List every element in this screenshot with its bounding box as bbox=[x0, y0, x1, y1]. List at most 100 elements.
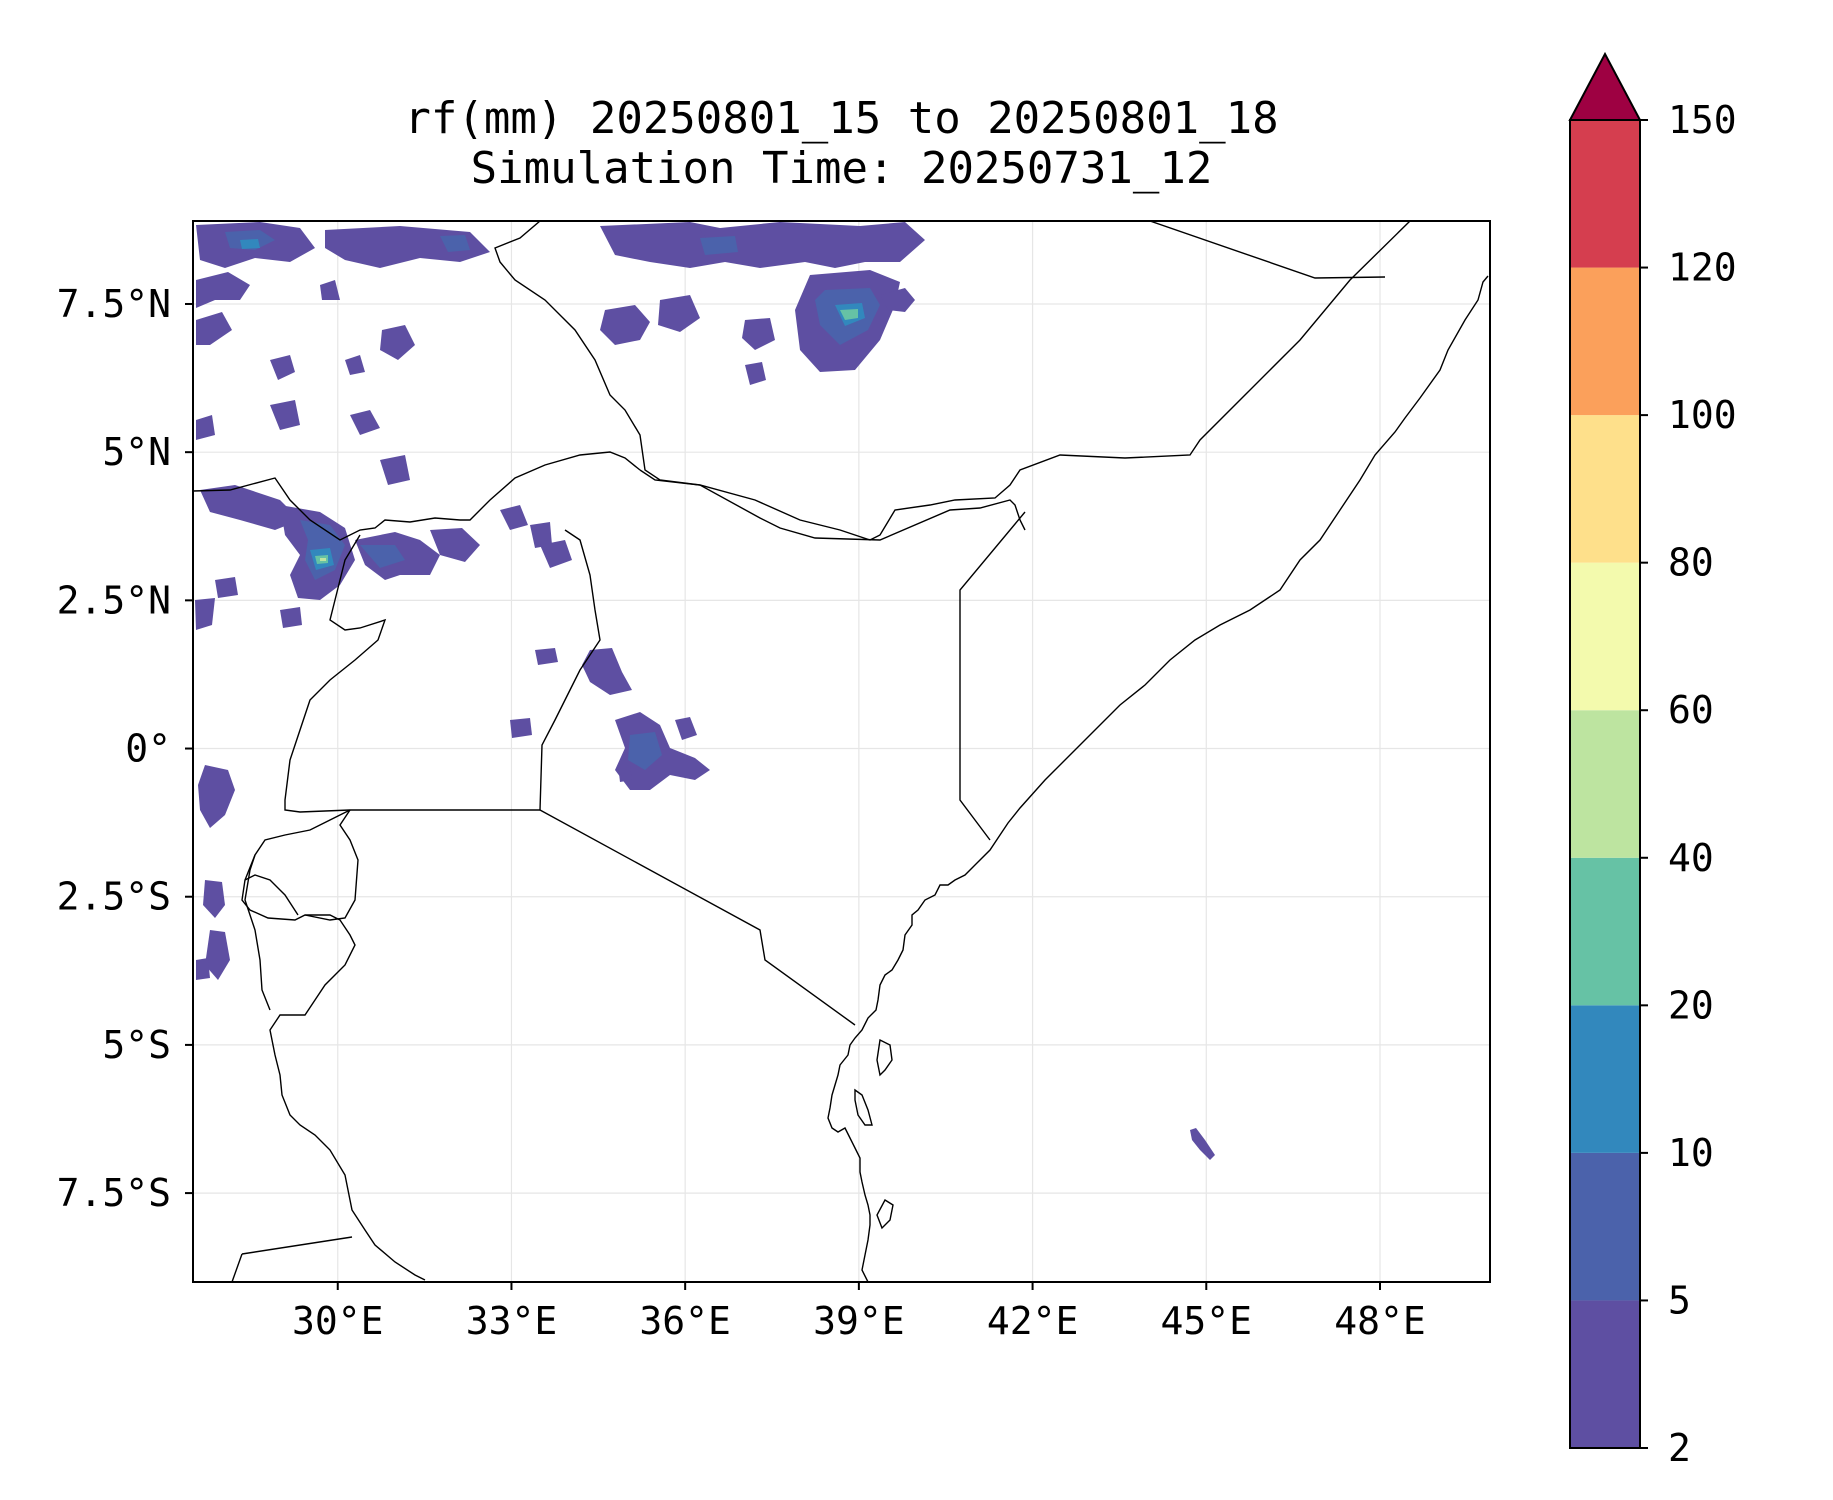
rain-patch bbox=[628, 732, 662, 770]
rain-patch bbox=[320, 280, 340, 300]
colorbar-tick-label: 60 bbox=[1668, 688, 1714, 732]
lon-tick-label: 36°E bbox=[639, 1299, 731, 1343]
rain-patch bbox=[270, 355, 295, 380]
rain-patch bbox=[430, 528, 480, 562]
rain-patch bbox=[742, 318, 775, 350]
rain-patch bbox=[582, 648, 632, 695]
rain-patch bbox=[510, 718, 532, 738]
map-title: rf(mm) 20250801_15 to 20250801_18 Simula… bbox=[193, 94, 1490, 194]
drc-west-border bbox=[244, 854, 271, 1011]
rain-patch bbox=[600, 305, 650, 345]
rain-patch bbox=[270, 400, 300, 430]
lat-tick-label: 5°S bbox=[102, 1023, 171, 1067]
colorbar-tick-label: 80 bbox=[1668, 541, 1714, 585]
lon-tick-label: 30°E bbox=[292, 1299, 384, 1343]
lat-tick-label: 7.5°N bbox=[57, 282, 171, 326]
rain-patch bbox=[195, 598, 215, 630]
colorbar-tick-label: 40 bbox=[1668, 836, 1714, 880]
colorbar-bin bbox=[1570, 562, 1640, 711]
colorbar-bin bbox=[1570, 267, 1640, 416]
rain-patch bbox=[200, 485, 300, 530]
title-line-1: rf(mm) 20250801_15 to 20250801_18 bbox=[404, 93, 1279, 144]
rain-patch bbox=[840, 309, 858, 320]
tanzania-south-edge bbox=[231, 1253, 243, 1282]
colorbar-frame bbox=[1569, 119, 1641, 1449]
ethiopia-kenya-border bbox=[639, 469, 1026, 541]
rainfall-contours-40-60mm bbox=[320, 558, 326, 561]
rain-patch bbox=[1190, 1128, 1215, 1160]
kenya-somalia-border bbox=[959, 511, 1026, 841]
somalia-coast bbox=[827, 275, 1489, 1282]
eritrea-ethiopia-border bbox=[1149, 221, 1386, 279]
rain-patch bbox=[535, 648, 558, 665]
rain-patch bbox=[745, 362, 766, 385]
zanzibar-island bbox=[854, 1088, 873, 1126]
south-sudan-uganda-border bbox=[193, 451, 641, 541]
lon-tick-label: 39°E bbox=[813, 1299, 905, 1343]
colorbar-bin bbox=[1570, 415, 1640, 563]
rain-patch bbox=[345, 355, 365, 375]
rain-patch bbox=[205, 930, 230, 980]
colorbar-bin bbox=[1570, 120, 1640, 268]
rain-patch bbox=[700, 222, 925, 268]
rain-patch bbox=[320, 558, 326, 561]
mafia-island bbox=[876, 1199, 894, 1230]
lon-tick-label: 33°E bbox=[466, 1299, 558, 1343]
tanzania-zambia-border bbox=[241, 1236, 353, 1255]
rainfall-contours-5-10mm bbox=[225, 230, 880, 770]
rain-patch bbox=[196, 272, 250, 308]
rain-patch bbox=[215, 577, 238, 598]
title-line-2: Simulation Time: 20250731_12 bbox=[470, 143, 1213, 194]
lake-victoria-west-shore bbox=[241, 809, 426, 1281]
colorbar-bin bbox=[1570, 1005, 1640, 1153]
rain-patch bbox=[196, 415, 215, 440]
rain-patch bbox=[615, 712, 710, 790]
rain-patch bbox=[380, 455, 410, 485]
rain-patch bbox=[500, 505, 528, 530]
uganda-kenya-border bbox=[539, 529, 601, 811]
rainfall-field bbox=[193, 221, 1489, 1282]
colorbar-tick-label: 2 bbox=[1668, 1426, 1691, 1470]
map-frame bbox=[192, 220, 1491, 1283]
rain-patch bbox=[350, 410, 380, 435]
lake-victoria-south-shore bbox=[244, 809, 359, 921]
colorbar-tick-label: 100 bbox=[1668, 393, 1737, 437]
latitude-axis: 7.5°N 5°N 2.5°N 0° 2.5°S 5°S 7.5°S bbox=[57, 282, 193, 1215]
lon-tick-label: 45°E bbox=[1161, 1299, 1253, 1343]
rain-patch bbox=[198, 765, 235, 828]
rain-patch bbox=[240, 239, 260, 249]
colorbar-tick-label: 10 bbox=[1668, 1131, 1714, 1175]
colorbar-bin bbox=[1570, 1300, 1640, 1448]
country-borders bbox=[193, 221, 1489, 1282]
rain-patch bbox=[540, 540, 572, 568]
colorbar-bin bbox=[1570, 1152, 1640, 1301]
kenya-tanzania-border bbox=[539, 809, 856, 1026]
rainfall-contours-2-5mm bbox=[195, 222, 1215, 1160]
rain-patch bbox=[658, 295, 700, 332]
colorbar-extend-max-triangle bbox=[1568, 51, 1642, 121]
rain-patch bbox=[203, 880, 225, 918]
lon-tick-label: 42°E bbox=[987, 1299, 1079, 1343]
rain-patch bbox=[700, 236, 738, 255]
rain-patch bbox=[280, 607, 302, 628]
colorbar-tick-label: 20 bbox=[1668, 983, 1714, 1027]
lat-tick-label: 2.5°S bbox=[57, 875, 171, 919]
colorbar-bin bbox=[1570, 710, 1640, 858]
lon-tick-label: 48°E bbox=[1334, 1299, 1426, 1343]
colorbar-tick-label: 150 bbox=[1668, 98, 1737, 142]
rain-patch bbox=[675, 717, 697, 740]
pemba-island bbox=[876, 1038, 893, 1077]
lat-tick-label: 5°N bbox=[102, 430, 171, 474]
map-gridlines bbox=[193, 221, 1490, 1282]
rain-patch bbox=[440, 235, 470, 252]
rain-patch bbox=[196, 958, 210, 980]
lat-tick-label: 7.5°S bbox=[57, 1171, 171, 1215]
rain-patch bbox=[530, 522, 552, 548]
colorbar-tick-label: 120 bbox=[1668, 246, 1737, 290]
rain-patch bbox=[880, 288, 915, 312]
uganda-drc-border bbox=[284, 534, 540, 813]
lat-tick-label: 0° bbox=[125, 727, 171, 771]
colorbar-tick-label: 5 bbox=[1668, 1278, 1691, 1322]
sudan-ethiopia-border bbox=[494, 221, 1411, 541]
